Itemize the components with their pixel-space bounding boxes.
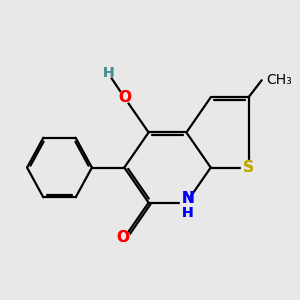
- Text: N: N: [182, 191, 194, 206]
- Text: H: H: [182, 206, 194, 220]
- Circle shape: [242, 160, 256, 175]
- Circle shape: [118, 92, 130, 103]
- Text: H: H: [182, 206, 194, 220]
- Circle shape: [103, 68, 113, 78]
- Text: H: H: [102, 66, 114, 80]
- Text: O: O: [116, 230, 129, 245]
- Text: O: O: [118, 90, 131, 105]
- Text: O: O: [118, 90, 131, 105]
- Text: O: O: [116, 230, 129, 245]
- Text: CH₃: CH₃: [267, 73, 292, 87]
- Circle shape: [181, 197, 192, 208]
- Circle shape: [118, 232, 130, 244]
- Text: S: S: [243, 160, 254, 175]
- Text: N: N: [182, 191, 194, 206]
- Text: S: S: [243, 160, 254, 175]
- Text: H: H: [102, 66, 114, 80]
